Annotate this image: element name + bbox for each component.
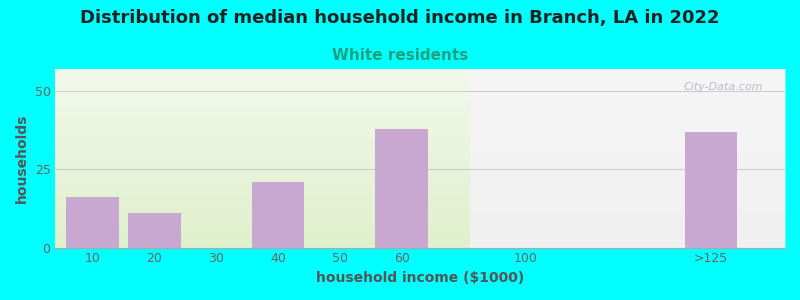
Bar (375, 128, 428, 248)
X-axis label: household income ($1000): household income ($1000) (316, 271, 524, 285)
Y-axis label: households: households (15, 114, 29, 203)
Bar (685, 132, 737, 247)
Bar (66, 197, 118, 248)
Text: City-Data.com: City-Data.com (684, 82, 763, 92)
Text: White residents: White residents (332, 48, 468, 63)
Bar (55, 69, 470, 248)
Bar (128, 213, 181, 248)
Text: Distribution of median household income in Branch, LA in 2022: Distribution of median household income … (80, 9, 720, 27)
Bar (252, 182, 304, 247)
Bar (470, 69, 791, 248)
